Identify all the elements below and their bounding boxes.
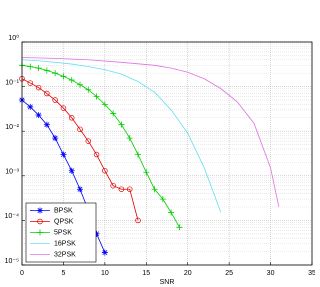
- marker: [37, 207, 43, 214]
- legend: BPSK QPSK 5PSK 16PSK 32PSK: [25, 202, 97, 263]
- marker: [85, 138, 92, 144]
- marker: [151, 186, 158, 193]
- marker: [110, 182, 116, 189]
- marker: [52, 135, 59, 142]
- x-tick-label: 0: [20, 270, 24, 277]
- marker: [52, 70, 59, 77]
- x-tick-label: 15: [142, 270, 150, 277]
- marker: [110, 110, 117, 117]
- marker: [37, 229, 43, 236]
- marker: [60, 105, 67, 111]
- y-tick-label: 10⁻³: [5, 169, 19, 176]
- marker: [93, 151, 100, 158]
- marker: [77, 81, 83, 88]
- marker: [77, 186, 83, 193]
- marker: [27, 63, 34, 70]
- marker: [68, 115, 75, 121]
- marker: [126, 186, 133, 192]
- marker: [44, 90, 50, 97]
- marker: [101, 249, 108, 256]
- marker: [68, 77, 75, 84]
- legend-label: BPSK: [54, 207, 73, 214]
- legend-label: 32PSK: [54, 251, 76, 258]
- marker: [143, 169, 150, 176]
- x-axis-label: SNR: [160, 279, 175, 286]
- x-tick-label: 5: [61, 270, 65, 277]
- marker: [102, 167, 108, 174]
- marker: [168, 209, 175, 216]
- x-tick-label: 35: [308, 270, 315, 277]
- marker: [176, 224, 183, 231]
- marker: [118, 186, 125, 192]
- marker: [35, 65, 42, 72]
- x-tick-label: 30: [267, 270, 275, 277]
- marker: [37, 218, 43, 225]
- lines: [19, 57, 280, 256]
- plot-frame: [21, 41, 313, 266]
- marker: [159, 196, 166, 203]
- marker: [60, 73, 67, 80]
- series-line: [21, 64, 180, 228]
- marker: [35, 84, 42, 91]
- marker: [43, 67, 50, 74]
- marker: [60, 151, 67, 158]
- marker: [77, 126, 83, 133]
- marker: [43, 121, 50, 128]
- y-tick-label: 10⁻²: [5, 124, 19, 131]
- marker: [27, 80, 34, 86]
- marker: [27, 103, 34, 110]
- marker: [93, 230, 100, 237]
- marker: [85, 86, 92, 93]
- x-tick-label: 10: [101, 270, 109, 277]
- marker: [101, 101, 108, 108]
- marker: [35, 112, 42, 119]
- legend-label: 5PSK: [54, 229, 72, 236]
- marker: [52, 97, 58, 103]
- x-tick-label: 25: [225, 270, 233, 277]
- marker: [68, 167, 75, 174]
- series-line: [21, 78, 139, 221]
- y-tick-label: 10⁻¹: [5, 79, 19, 86]
- x-tick-label: 20: [184, 270, 192, 277]
- marker: [126, 135, 133, 142]
- marker: [93, 93, 100, 100]
- y-tick-label: 10⁻⁴: [5, 213, 20, 220]
- marker: [135, 217, 141, 224]
- marker: [135, 151, 141, 158]
- legend-label: QPSK: [54, 218, 74, 225]
- marker: [118, 121, 125, 128]
- y-tick-label: 10⁰: [8, 34, 19, 42]
- y-tick-label: 10⁻⁵: [5, 258, 19, 265]
- legend-label: 16PSK: [54, 240, 76, 247]
- series-line: [21, 57, 280, 208]
- series-line: [21, 59, 222, 213]
